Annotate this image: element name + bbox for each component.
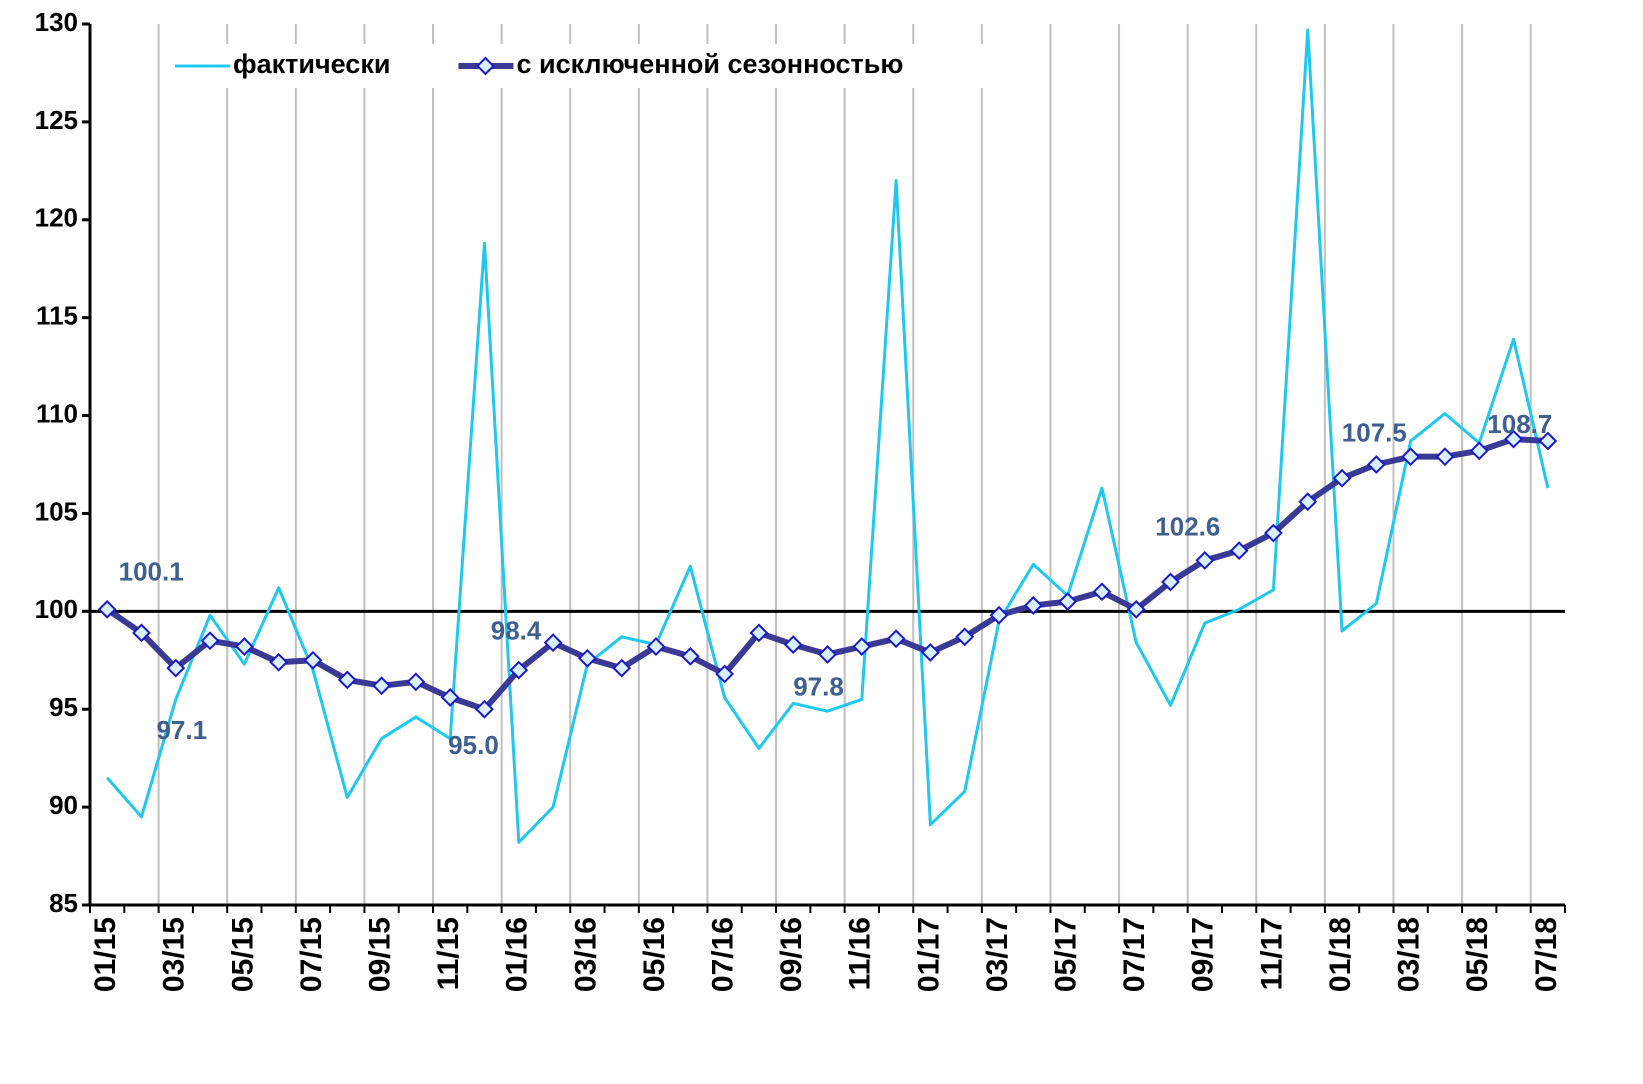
data-point — [612, 658, 632, 678]
series-line — [106, 28, 1550, 844]
data-point — [475, 699, 494, 719]
y-tick-label: 110 — [36, 398, 78, 428]
y-tick-label: 90 — [49, 790, 78, 820]
data-point — [852, 637, 872, 656]
x-tick-label: 03/15 — [158, 917, 191, 992]
data-point — [1469, 441, 1489, 461]
x-tick-label: 05/17 — [1050, 917, 1083, 992]
x-tick-label: 07/17 — [1118, 917, 1151, 992]
y-tick-label: 125 — [35, 105, 78, 135]
x-tick-label: 09/17 — [1187, 917, 1220, 992]
x-tick-label: 11/16 — [844, 917, 877, 990]
data-point — [989, 605, 1009, 625]
data-label: 102.6 — [1155, 511, 1220, 541]
data-point — [509, 660, 529, 680]
data-point — [715, 664, 735, 684]
data-point — [920, 643, 940, 662]
data-point — [818, 644, 837, 664]
data-label: 97.8 — [793, 671, 844, 701]
y-tick-label: 130 — [35, 7, 78, 37]
data-point — [783, 635, 803, 655]
data-point — [269, 652, 289, 672]
y-tick-label: 85 — [49, 888, 78, 918]
data-point — [200, 631, 220, 651]
data-point — [234, 637, 254, 656]
data-point — [646, 637, 666, 656]
data-point — [1538, 431, 1558, 451]
data-point — [577, 648, 597, 668]
data-point — [1504, 429, 1523, 449]
data-point — [337, 670, 357, 690]
x-tick-label: 07/18 — [1530, 917, 1563, 992]
data-point — [406, 672, 426, 692]
data-point — [1401, 447, 1421, 467]
x-tick-label: 05/16 — [638, 917, 671, 992]
data-point — [303, 650, 323, 670]
data-point — [132, 623, 151, 643]
x-tick-label: 01/18 — [1324, 917, 1357, 992]
series-line — [105, 436, 1549, 713]
legend-label: с исключенной сезонностью — [516, 49, 903, 79]
x-tick-label: 05/15 — [226, 917, 259, 992]
legend-label: фактически — [233, 49, 390, 79]
x-tick-label: 07/16 — [707, 917, 740, 992]
x-tick-label: 11/15 — [432, 917, 465, 990]
x-tick-label: 01/17 — [912, 917, 945, 992]
data-point — [1435, 447, 1455, 467]
x-tick-label: 09/16 — [775, 917, 808, 992]
data-point — [1298, 492, 1318, 512]
y-tick-label: 95 — [49, 692, 78, 722]
data-label: 98.4 — [491, 616, 542, 646]
data-point — [1092, 582, 1112, 602]
data-point — [1366, 455, 1386, 474]
x-tick-label: 05/18 — [1461, 917, 1494, 992]
x-tick-label: 03/17 — [981, 917, 1014, 992]
data-label: 107.5 — [1342, 417, 1407, 447]
data-point — [1229, 541, 1249, 561]
x-tick-label: 07/15 — [295, 917, 328, 992]
x-tick-label: 11/17 — [1255, 917, 1288, 990]
legend: фактически с исключенной сезонностью — [168, 44, 998, 88]
data-label: 108.7 — [1487, 409, 1552, 439]
data-point — [440, 688, 460, 707]
data-point — [955, 627, 975, 647]
data-point — [166, 658, 186, 678]
data-label: 95.0 — [448, 730, 499, 760]
y-tick-label: 105 — [35, 496, 78, 526]
data-point — [372, 676, 391, 696]
legend-marker — [476, 56, 495, 76]
data-point — [543, 633, 563, 653]
y-tick-label: 115 — [36, 301, 78, 331]
data-point — [886, 629, 906, 649]
y-tick-label: 120 — [35, 203, 78, 233]
data-point — [1161, 572, 1180, 592]
data-point — [97, 599, 117, 619]
x-tick-label: 01/15 — [89, 917, 122, 992]
data-point — [680, 646, 700, 666]
x-tick-label: 03/18 — [1393, 917, 1426, 992]
data-point — [1023, 596, 1043, 615]
data-point — [1126, 599, 1146, 619]
data-point — [749, 623, 769, 643]
data-point — [1058, 592, 1078, 611]
legend-box — [168, 44, 998, 88]
y-tick-label: 100 — [35, 594, 78, 624]
x-tick-label: 03/16 — [569, 917, 602, 992]
data-label: 97.1 — [156, 715, 207, 745]
data-point — [1332, 468, 1352, 488]
data-point — [1264, 523, 1283, 543]
x-tick-label: 01/16 — [501, 917, 534, 992]
data-point — [1195, 551, 1215, 570]
data-label: 100.1 — [119, 556, 184, 586]
x-tick-label: 09/15 — [363, 917, 396, 992]
